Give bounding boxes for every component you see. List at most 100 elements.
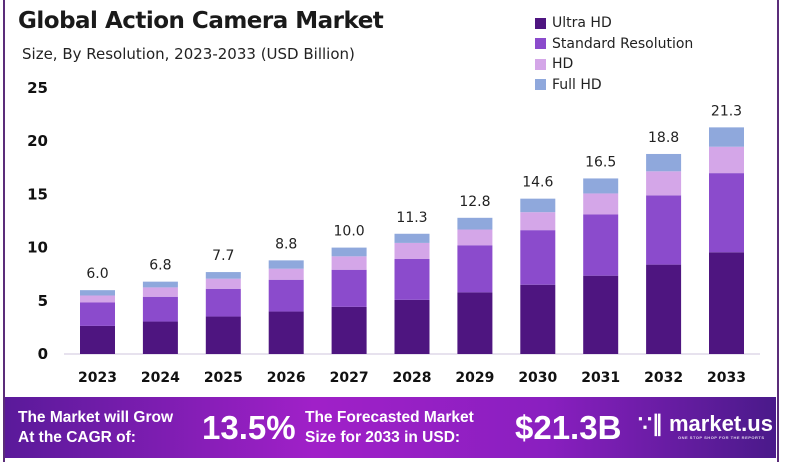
x-tick-label: 2023	[78, 370, 117, 386]
x-tick-label: 2028	[393, 370, 432, 386]
bar-segment-hd-2033	[709, 146, 744, 174]
x-tick-label: 2031	[581, 370, 620, 386]
data-label-total: 10.0	[334, 224, 365, 240]
bar-segment-full-hd-2025	[205, 272, 241, 279]
bar-segment-hd-2024	[142, 287, 178, 297]
forecast-value: $21.3B	[515, 409, 622, 446]
bar-segment-ultra-hd-2029	[457, 292, 493, 354]
bar-segment-standard-resolution-2032	[646, 195, 682, 265]
bar-segment-hd-2032	[646, 171, 682, 196]
bar-segment-hd-2031	[583, 193, 619, 215]
y-tick-label: 10	[27, 239, 48, 257]
bar-segment-full-hd-2026	[268, 260, 304, 269]
cagr-value: 13.5%	[202, 409, 296, 446]
forecast-label-line1: The Forecasted Market	[305, 409, 474, 426]
bar-segment-hd-2027	[331, 256, 367, 270]
bar-segment-hd-2026	[268, 268, 304, 280]
bar-segment-full-hd-2033	[709, 127, 744, 147]
logo-mark-icon: ∵∥	[638, 411, 663, 436]
bar-segment-ultra-hd-2033	[709, 252, 744, 354]
legend-label: HD	[552, 56, 574, 73]
data-label-total: 18.8	[648, 130, 679, 146]
data-label-total: 14.6	[522, 175, 553, 191]
logo-tagline: ONE STOP SHOP FOR THE REPORTS	[678, 435, 765, 440]
x-tick-label: 2024	[141, 370, 180, 386]
bar-segment-full-hd-2028	[394, 233, 430, 243]
x-tick-label: 2029	[455, 370, 494, 386]
legend-label: Full HD	[552, 76, 602, 93]
bar-segment-ultra-hd-2031	[583, 275, 619, 354]
forecast-label: The Forecasted Market Size for 2033 in U…	[305, 408, 474, 448]
bar-segment-standard-resolution-2023	[80, 302, 115, 326]
legend-item-standard-resolution: Standard Resolution	[535, 34, 693, 55]
bar-segment-full-hd-2024	[142, 281, 178, 288]
forecast-label-line2: Size for 2033 in USD:	[305, 429, 461, 446]
legend: Ultra HD Standard Resolution HD Full HD	[535, 13, 693, 95]
x-tick-label: 2026	[267, 370, 306, 386]
data-label-total: 11.3	[396, 210, 427, 226]
legend-swatch	[535, 58, 546, 70]
data-label-total: 21.3	[711, 103, 742, 119]
y-tick-label: 20	[27, 132, 48, 150]
bar-segment-hd-2023	[80, 295, 115, 303]
legend-item-ultra-hd: Ultra HD	[535, 13, 693, 34]
bar-segment-standard-resolution-2030	[520, 230, 556, 285]
bar-segment-standard-resolution-2024	[142, 296, 178, 322]
legend-label: Standard Resolution	[552, 35, 694, 52]
bar-segment-ultra-hd-2025	[205, 316, 241, 354]
bar-segment-hd-2025	[205, 278, 241, 289]
data-label-total: 16.5	[585, 154, 616, 170]
stacked-bar-chart: 05101520256.020236.820247.720258.8202610…	[27, 79, 760, 386]
legend-label: Ultra HD	[552, 15, 612, 32]
y-tick-label: 25	[27, 79, 48, 97]
bar-segment-ultra-hd-2023	[80, 325, 115, 354]
data-label-total: 6.8	[149, 258, 171, 274]
bar-segment-ultra-hd-2026	[268, 311, 304, 354]
market-us-logo: ∵∥ market.us ONE STOP SHOP FOR THE REPOR…	[638, 411, 773, 440]
bar-segment-standard-resolution-2026	[268, 279, 304, 312]
bar-segment-full-hd-2031	[583, 178, 619, 194]
bar-segment-standard-resolution-2027	[331, 269, 367, 307]
x-tick-label: 2027	[330, 370, 369, 386]
summary-banner: The Market will Grow At the CAGR of: 13.…	[5, 397, 776, 458]
bar-segment-hd-2030	[520, 212, 556, 231]
x-tick-label: 2025	[204, 370, 243, 386]
cagr-label-line1: The Market will Grow	[18, 409, 174, 426]
data-label-total: 7.7	[212, 248, 234, 264]
bar-segment-ultra-hd-2027	[331, 306, 367, 354]
bar-segment-standard-resolution-2025	[205, 288, 241, 317]
chart-title: Global Action Camera Market	[18, 8, 384, 34]
cagr-label-line2: At the CAGR of:	[18, 429, 136, 446]
bar-segment-standard-resolution-2031	[583, 214, 619, 276]
bar-segment-standard-resolution-2033	[709, 173, 744, 253]
bar-segment-ultra-hd-2024	[142, 321, 178, 354]
y-tick-label: 15	[27, 185, 48, 203]
bar-segment-full-hd-2027	[331, 247, 367, 257]
bar-segment-full-hd-2032	[646, 153, 682, 172]
x-tick-label: 2033	[707, 370, 746, 386]
bar-segment-standard-resolution-2029	[457, 245, 493, 293]
legend-item-full-hd: Full HD	[535, 75, 693, 96]
y-tick-label: 5	[38, 292, 48, 310]
chart-frame	[3, 0, 779, 462]
bar-segment-hd-2029	[457, 229, 493, 246]
bar-segment-ultra-hd-2032	[646, 264, 682, 354]
bar-segment-full-hd-2023	[80, 290, 115, 296]
x-tick-label: 2030	[518, 370, 557, 386]
bar-segment-full-hd-2029	[457, 217, 493, 230]
legend-swatch	[535, 17, 546, 29]
x-tick-label: 2032	[644, 370, 683, 386]
bar-segment-ultra-hd-2028	[394, 299, 430, 354]
legend-item-hd: HD	[535, 54, 693, 75]
legend-swatch	[535, 79, 546, 91]
bar-segment-ultra-hd-2030	[520, 284, 556, 354]
logo-name: market.us	[669, 411, 773, 436]
y-tick-label: 0	[38, 345, 48, 363]
legend-swatch	[535, 38, 546, 50]
chart-subtitle: Size, By Resolution, 2023-2033 (USD Bill…	[22, 45, 355, 63]
data-label-total: 6.0	[86, 266, 108, 282]
data-label-total: 12.8	[459, 194, 490, 210]
bar-segment-hd-2028	[394, 242, 430, 259]
bar-segment-standard-resolution-2028	[394, 258, 430, 300]
data-label-total: 8.8	[275, 236, 297, 252]
